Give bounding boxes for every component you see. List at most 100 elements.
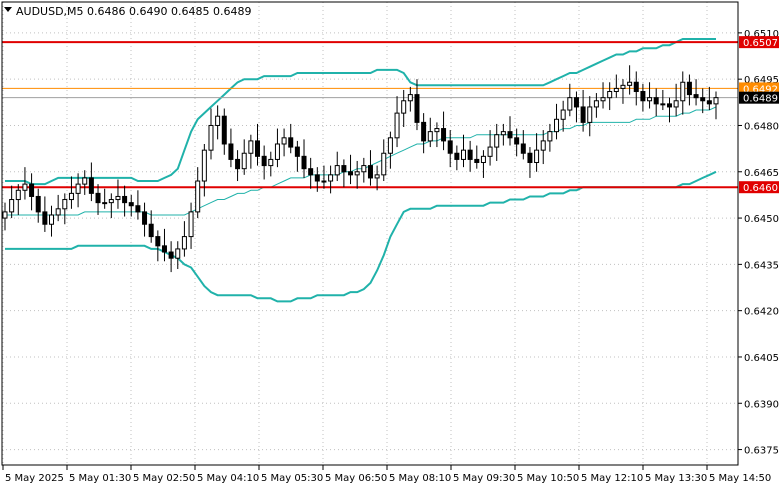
candle[interactable] (2, 202, 8, 231)
candle[interactable] (95, 184, 101, 215)
candle[interactable] (188, 202, 194, 249)
candle[interactable] (135, 190, 141, 220)
candle[interactable] (467, 140, 473, 172)
candle[interactable] (274, 128, 280, 168)
candle[interactable] (627, 65, 633, 95)
candle[interactable] (381, 139, 387, 182)
candle[interactable] (633, 71, 639, 106)
candle[interactable] (640, 83, 646, 112)
candle[interactable] (29, 173, 35, 211)
candle[interactable] (534, 133, 540, 172)
candle[interactable] (314, 167, 320, 192)
candle[interactable] (281, 128, 287, 157)
candle[interactable] (387, 131, 393, 169)
candle[interactable] (401, 89, 407, 128)
candle[interactable] (42, 196, 48, 232)
candle[interactable] (168, 241, 174, 273)
candle[interactable] (700, 88, 706, 114)
candle[interactable] (334, 151, 340, 182)
candle[interactable] (421, 113, 427, 154)
candle[interactable] (600, 82, 606, 109)
candle[interactable] (55, 194, 61, 222)
candle[interactable] (520, 130, 526, 160)
candle[interactable] (554, 103, 560, 140)
candle[interactable] (215, 105, 221, 140)
candle[interactable] (268, 151, 274, 177)
candle[interactable] (261, 145, 267, 180)
candle[interactable] (115, 179, 121, 209)
candle[interactable] (181, 221, 187, 257)
candle[interactable] (301, 139, 307, 178)
candle[interactable] (367, 150, 373, 186)
candle[interactable] (348, 154, 354, 185)
candle[interactable] (666, 97, 672, 123)
candle[interactable] (9, 185, 15, 219)
candle[interactable] (573, 91, 579, 123)
candle[interactable] (341, 159, 347, 188)
candle[interactable] (208, 108, 214, 160)
candle[interactable] (308, 157, 314, 189)
candle[interactable] (102, 188, 108, 209)
candle[interactable] (75, 173, 81, 208)
candle[interactable] (414, 79, 420, 131)
candle[interactable] (15, 184, 21, 215)
candle[interactable] (613, 74, 619, 98)
candle[interactable] (460, 134, 466, 168)
candle[interactable] (680, 71, 686, 115)
candle[interactable] (354, 160, 360, 189)
candle[interactable] (427, 117, 433, 148)
candle[interactable] (580, 89, 586, 132)
candle[interactable] (374, 165, 380, 191)
candle[interactable] (68, 176, 74, 209)
candle[interactable] (514, 128, 520, 157)
candle[interactable] (108, 193, 114, 219)
candle[interactable] (713, 91, 719, 120)
candle[interactable] (321, 165, 327, 189)
candle[interactable] (128, 194, 134, 217)
candle[interactable] (587, 96, 593, 137)
candle[interactable] (500, 123, 506, 146)
candle[interactable] (22, 167, 28, 200)
candle[interactable] (148, 210, 154, 243)
candle[interactable] (647, 82, 653, 109)
candle[interactable] (88, 162, 94, 202)
candle[interactable] (175, 241, 181, 269)
candle[interactable] (507, 116, 513, 146)
candle[interactable] (288, 123, 294, 154)
candle[interactable] (155, 230, 161, 262)
candle[interactable] (693, 79, 699, 106)
candle[interactable] (248, 134, 254, 169)
candle[interactable] (228, 128, 234, 168)
candle[interactable] (161, 228, 167, 262)
candle[interactable] (122, 185, 128, 217)
candle[interactable] (82, 170, 88, 195)
candle[interactable] (201, 143, 207, 197)
candle[interactable] (706, 86, 712, 111)
candle[interactable] (49, 205, 55, 237)
candle[interactable] (547, 123, 553, 152)
candle[interactable] (294, 140, 300, 172)
candle[interactable] (540, 130, 546, 165)
candle[interactable] (394, 96, 400, 148)
candles[interactable] (2, 65, 719, 273)
candle[interactable] (673, 83, 679, 117)
candle[interactable] (407, 86, 413, 112)
candle[interactable] (686, 74, 692, 106)
candle[interactable] (434, 122, 440, 148)
candle[interactable] (593, 93, 599, 118)
candle[interactable] (454, 145, 460, 171)
candle[interactable] (441, 111, 447, 151)
candle[interactable] (620, 79, 626, 104)
candle[interactable] (567, 83, 573, 117)
candle[interactable] (328, 165, 334, 194)
candle[interactable] (62, 193, 68, 225)
candle[interactable] (474, 145, 480, 169)
candle[interactable] (480, 150, 486, 178)
candle[interactable] (607, 82, 613, 111)
candle[interactable] (195, 167, 201, 219)
candle[interactable] (487, 130, 493, 166)
candle[interactable] (221, 108, 227, 155)
candle[interactable] (255, 123, 261, 166)
candle[interactable] (235, 150, 241, 182)
